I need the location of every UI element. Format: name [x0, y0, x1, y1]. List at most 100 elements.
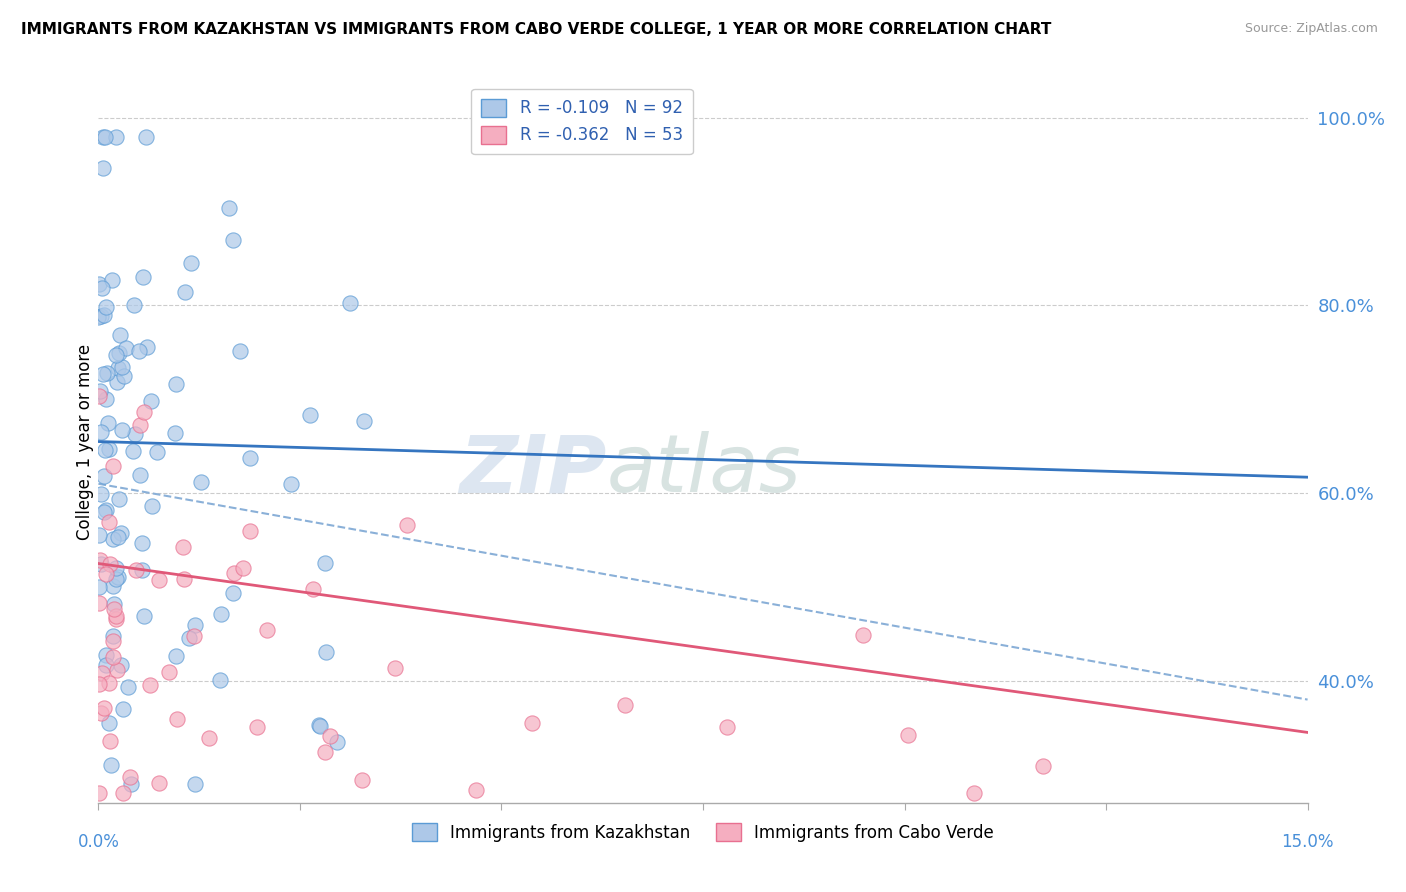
Point	[90, 706, 112, 720]
Point	[120, 777, 142, 791]
Point	[104, 612, 127, 626]
Point	[98, 515, 121, 529]
Point	[90, 558, 112, 572]
Point	[110, 526, 132, 541]
Point	[302, 582, 325, 596]
Point	[308, 718, 330, 732]
Point	[96, 392, 118, 406]
Point	[107, 346, 129, 360]
Point	[173, 285, 195, 299]
Text: 15.0%: 15.0%	[1281, 833, 1334, 851]
Text: Source: ZipAtlas.com: Source: ZipAtlas.com	[1244, 22, 1378, 36]
Point	[91, 161, 114, 175]
Point	[464, 782, 486, 797]
Point	[148, 776, 170, 790]
Point	[108, 491, 131, 506]
Legend: Immigrants from Kazakhstan, Immigrants from Cabo Verde: Immigrants from Kazakhstan, Immigrants f…	[405, 817, 1001, 848]
Point	[173, 572, 195, 586]
Point	[114, 341, 136, 355]
Point	[97, 676, 120, 690]
Point	[105, 663, 128, 677]
Point	[89, 277, 111, 291]
Point	[89, 389, 111, 403]
Point	[183, 629, 205, 643]
Point	[87, 676, 110, 690]
Point	[224, 566, 246, 581]
Point	[90, 666, 112, 681]
Point	[103, 579, 125, 593]
Point	[141, 499, 163, 513]
Point	[1032, 759, 1054, 773]
Point	[107, 360, 129, 375]
Point	[100, 557, 122, 571]
Point	[239, 450, 262, 465]
Point	[103, 602, 125, 616]
Point	[93, 309, 115, 323]
Point	[209, 673, 232, 687]
Point	[852, 628, 875, 642]
Text: 0.0%: 0.0%	[77, 833, 120, 851]
Point	[90, 310, 112, 324]
Point	[101, 649, 124, 664]
Point	[963, 786, 986, 800]
Point	[110, 657, 132, 672]
Point	[350, 773, 373, 788]
Point	[613, 698, 636, 713]
Point	[89, 384, 111, 398]
Point	[139, 678, 162, 692]
Point	[94, 443, 117, 458]
Point	[280, 477, 302, 491]
Point	[93, 469, 115, 483]
Point	[395, 518, 418, 533]
Point	[87, 528, 110, 542]
Point	[228, 343, 250, 358]
Point	[111, 423, 134, 437]
Point	[108, 328, 131, 343]
Point	[165, 648, 187, 663]
Point	[104, 561, 127, 575]
Point	[180, 255, 202, 269]
Point	[111, 359, 134, 374]
Point	[89, 553, 111, 567]
Point	[131, 563, 153, 577]
Point	[90, 425, 112, 439]
Point	[146, 445, 169, 459]
Point	[124, 426, 146, 441]
Text: IMMIGRANTS FROM KAZAKHSTAN VS IMMIGRANTS FROM CABO VERDE COLLEGE, 1 YEAR OR MORE: IMMIGRANTS FROM KAZAKHSTAN VS IMMIGRANTS…	[21, 22, 1052, 37]
Point	[339, 296, 361, 310]
Point	[89, 580, 111, 594]
Point	[163, 425, 186, 440]
Point	[211, 607, 233, 622]
Point	[222, 586, 245, 600]
Point	[128, 467, 150, 482]
Point	[104, 572, 127, 586]
Point	[101, 273, 124, 287]
Point	[353, 413, 375, 427]
Point	[239, 524, 262, 538]
Point	[103, 597, 125, 611]
Point	[101, 458, 124, 473]
Point	[128, 344, 150, 359]
Point	[103, 629, 125, 643]
Point	[105, 608, 128, 623]
Point	[520, 716, 543, 731]
Point	[93, 701, 115, 715]
Point	[197, 731, 219, 746]
Point	[94, 502, 117, 516]
Point	[97, 416, 120, 430]
Point	[112, 702, 135, 716]
Point	[222, 233, 245, 247]
Point	[177, 632, 200, 646]
Point	[98, 734, 121, 748]
Point	[122, 298, 145, 312]
Point	[128, 418, 150, 433]
Point	[90, 487, 112, 501]
Point	[117, 681, 139, 695]
Point	[384, 661, 406, 675]
Point	[103, 634, 125, 648]
Point	[132, 608, 155, 623]
Point	[96, 566, 118, 581]
Point	[91, 129, 114, 144]
Point	[105, 129, 128, 144]
Point	[87, 596, 110, 610]
